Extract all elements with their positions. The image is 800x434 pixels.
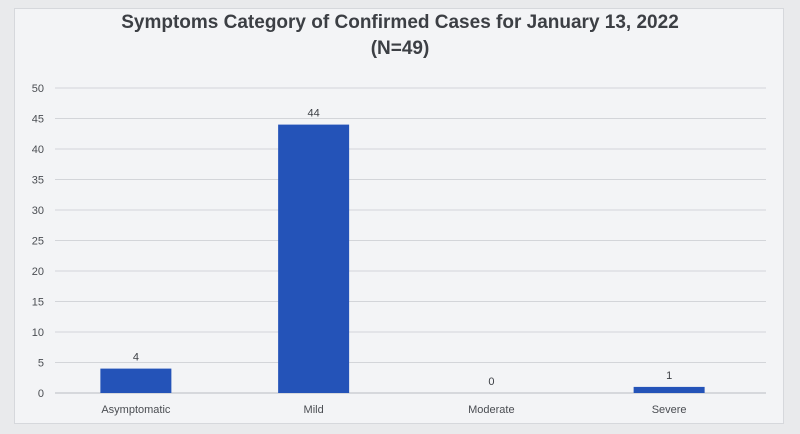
chart-title: Symptoms Category of Confirmed Cases for… <box>121 12 679 33</box>
data-label-severe: 1 <box>666 370 672 382</box>
chart-subtitle: (N=49) <box>370 38 430 59</box>
x-tick-label-moderate: Moderate <box>468 404 514 416</box>
x-tick-label-asymptomatic: Asymptomatic <box>101 404 171 416</box>
y-tick-label-10: 10 <box>32 327 44 339</box>
bar-severe <box>633 386 705 393</box>
y-tick-label-45: 45 <box>32 114 44 126</box>
y-tick-label-50: 50 <box>32 83 44 95</box>
data-label-moderate: 0 <box>488 376 494 388</box>
chart-title-block: Symptoms Category of Confirmed Cases for… <box>0 10 800 62</box>
y-tick-label-0: 0 <box>38 388 44 400</box>
y-tick-label-40: 40 <box>32 144 44 156</box>
x-tick-label-severe: Severe <box>652 404 687 416</box>
y-tick-label-30: 30 <box>32 205 44 217</box>
y-tick-label-20: 20 <box>32 266 44 278</box>
x-tick-label-mild: Mild <box>304 404 324 416</box>
bar-asymptomatic <box>100 368 172 393</box>
data-label-mild: 44 <box>308 108 320 120</box>
bar-mild <box>278 124 350 393</box>
y-tick-label-35: 35 <box>32 175 44 187</box>
y-tick-label-25: 25 <box>32 236 44 248</box>
chart-frame <box>14 8 784 424</box>
y-tick-label-5: 5 <box>38 358 44 370</box>
y-tick-label-15: 15 <box>32 297 44 309</box>
data-label-asymptomatic: 4 <box>133 352 139 364</box>
